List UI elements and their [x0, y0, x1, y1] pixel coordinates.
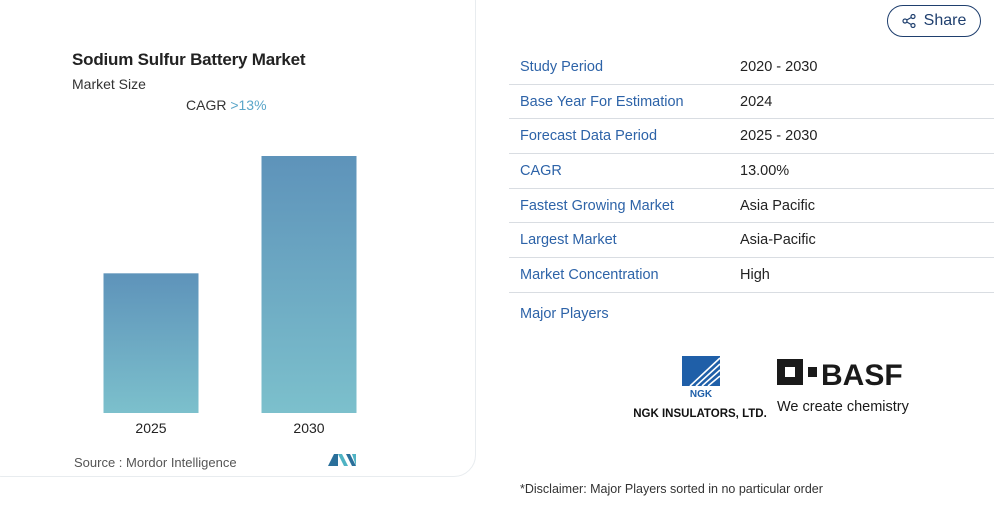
svg-text:NGK INSULATORS, LTD.: NGK INSULATORS, LTD.: [633, 408, 767, 420]
ngk-logo-icon: NGK NGK INSULATORS, LTD.: [633, 356, 767, 420]
row-value: 2025 - 2030: [740, 128, 818, 145]
row-value: 2020 - 2030: [740, 58, 818, 75]
row-key: Base Year For Estimation: [520, 93, 684, 110]
row-value: Asia-Pacific: [740, 232, 816, 249]
bar-2030: [261, 156, 357, 413]
row-key: Fastest Growing Market: [520, 197, 674, 214]
svg-text:BASF: BASF: [821, 359, 903, 392]
row-value: Asia Pacific: [740, 197, 815, 214]
x-tick-label: 2030: [293, 420, 324, 436]
table-row: Forecast Data Period 2025 - 2030: [509, 119, 994, 155]
svg-text:NGK: NGK: [690, 389, 713, 400]
cagr-label: CAGR >13%: [186, 97, 267, 113]
source-text: Source : Mordor Intelligence: [74, 455, 237, 470]
row-value: High: [740, 266, 770, 283]
table-row: Fastest Growing Market Asia Pacific: [509, 189, 994, 224]
row-key: Study Period: [520, 58, 604, 75]
mordor-intelligence-logo-icon: [328, 454, 356, 466]
table-row: Market Concentration High: [509, 258, 994, 293]
cagr-value: >13%: [230, 97, 267, 113]
table-row: Base Year For Estimation 2024: [509, 85, 994, 120]
table-row: Study Period 2020 - 2030: [509, 50, 994, 85]
market-size-card: [0, 0, 476, 477]
x-tick-label: 2025: [135, 420, 166, 436]
market-snapshot-table: Study Period 2020 - 2030 Base Year For E…: [509, 50, 994, 293]
share-label: Share: [923, 12, 967, 29]
share-icon: [902, 14, 916, 28]
row-key: Largest Market: [520, 232, 617, 249]
row-value: 2024: [740, 93, 773, 110]
table-row: Largest Market Asia-Pacific: [509, 223, 994, 259]
share-button[interactable]: Share: [887, 5, 981, 37]
row-value: 13.00%: [740, 162, 790, 179]
table-row: CAGR 13.00%: [509, 154, 994, 189]
bar-2025: [103, 273, 199, 413]
row-key: CAGR: [520, 162, 562, 179]
chart-title: Sodium Sulfur Battery Market: [72, 50, 306, 69]
svg-text:We create chemistry: We create chemistry: [777, 399, 910, 415]
major-players-label: Major Players: [520, 306, 609, 322]
disclaimer-text: *Disclaimer: Major Players sorted in no …: [520, 482, 823, 496]
cagr-text: CAGR: [186, 97, 227, 113]
row-key: Forecast Data Period: [520, 128, 658, 145]
bar-chart: 2025 2030: [103, 156, 357, 436]
row-key: Market Concentration: [520, 266, 659, 283]
basf-logo-icon: BASF We create chemistry: [777, 359, 910, 415]
chart-subtitle: Market Size: [72, 76, 146, 92]
